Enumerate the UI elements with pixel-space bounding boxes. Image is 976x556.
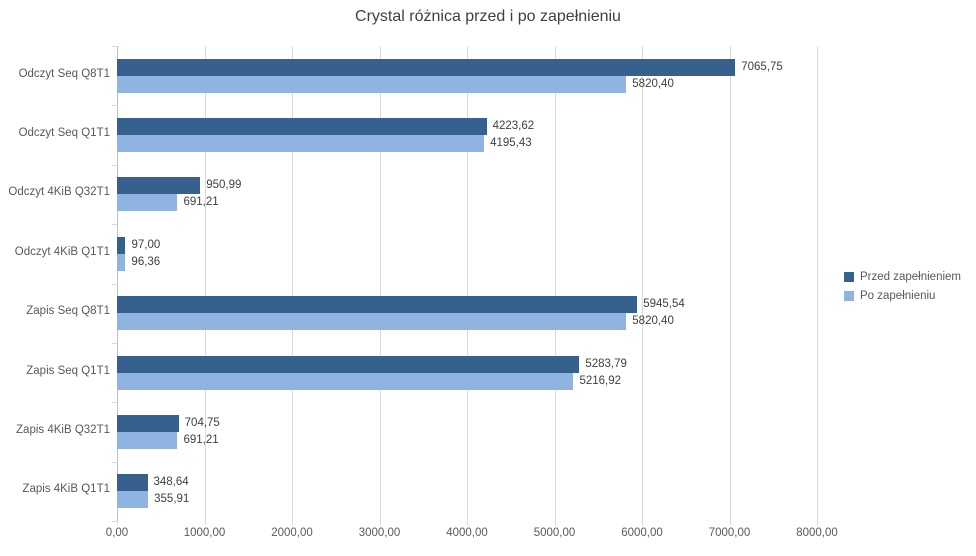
category-tick-mark <box>112 342 117 344</box>
category-label: Zapis 4KiB Q32T1 <box>16 423 110 436</box>
bar-value-label: 5820,40 <box>632 315 674 328</box>
bar-value-label: 5945,54 <box>643 298 685 311</box>
category-label: Odczyt 4KiB Q32T1 <box>8 186 110 199</box>
bar-value-label: 96,36 <box>131 255 161 268</box>
bar-value-label: 691,21 <box>183 196 219 209</box>
bar-value-label: 950,99 <box>206 179 242 192</box>
legend-item: Przed zapełnieniem <box>844 271 961 283</box>
gridline <box>729 46 731 521</box>
bar-po-zapełnieniu <box>117 194 178 212</box>
category-tick-mark <box>112 461 117 463</box>
category-tick-mark <box>112 224 117 226</box>
x-tick-label: 6000,00 <box>621 527 663 539</box>
gridline <box>292 46 293 521</box>
category-label: Odczyt Seq Q8T1 <box>18 67 110 80</box>
category-tick-mark <box>112 402 117 404</box>
bar-przed-zapełnieniem <box>117 414 179 432</box>
gridline <box>204 46 206 521</box>
gridline <box>817 46 818 521</box>
bar-po-zapełnieniu <box>117 491 149 509</box>
bar-przed-zapełnieniem <box>117 474 148 492</box>
bar-value-label: 691,21 <box>183 433 219 446</box>
x-tick-mark <box>817 521 818 525</box>
gridline <box>642 46 643 521</box>
bar-po-zapełnieniu <box>117 372 574 390</box>
legend-label: Przed zapełnieniem <box>860 271 962 283</box>
gridline <box>554 46 556 521</box>
x-tick-label: 4000,00 <box>446 527 488 539</box>
x-tick-label: 2000,00 <box>271 527 313 539</box>
bar-przed-zapełnieniem <box>117 118 487 136</box>
legend-item: Po zapełnieniu <box>844 290 961 302</box>
bar-przed-zapełnieniem <box>117 236 126 254</box>
x-tick-mark <box>204 521 206 525</box>
category-axis-line <box>117 46 118 521</box>
bar-value-label: 355,91 <box>154 493 190 506</box>
bar-value-label: 4195,43 <box>490 137 532 150</box>
x-tick-label: 1000,00 <box>183 527 226 539</box>
bar-value-label: 97,00 <box>131 238 161 251</box>
legend-swatch <box>844 291 854 301</box>
legend-label: Po zapełnieniu <box>860 290 936 302</box>
category-tick-mark <box>112 105 117 107</box>
x-tick-label: 3000,00 <box>358 527 401 539</box>
category-label: Zapis Seq Q1T1 <box>26 364 110 377</box>
category-label: Zapis Seq Q8T1 <box>26 305 110 318</box>
x-tick-mark <box>117 521 118 525</box>
x-tick-mark <box>467 521 468 525</box>
x-tick-label: 7000,00 <box>708 527 751 539</box>
gridline <box>379 46 381 521</box>
bar-value-label: 5216,92 <box>579 374 622 387</box>
bar-po-zapełnieniu <box>117 313 627 331</box>
legend: Przed zapełnieniem Po zapełnieniu <box>844 271 961 309</box>
x-tick-mark <box>292 521 293 525</box>
x-tick-mark <box>554 521 556 525</box>
bar-value-label: 4223,62 <box>492 120 535 133</box>
category-tick-mark <box>112 521 117 522</box>
bar-przed-zapełnieniem <box>117 177 201 195</box>
x-tick-label: 5000,00 <box>533 527 576 539</box>
bar-po-zapełnieniu <box>117 75 627 93</box>
chart-title: Crystal różnica przed i po zapełnieniu <box>355 8 621 25</box>
category-label: Zapis 4KiB Q1T1 <box>22 483 110 496</box>
x-tick-mark <box>729 521 731 525</box>
x-tick-mark <box>642 521 643 525</box>
x-tick-label: 0,00 <box>105 527 129 539</box>
bar-po-zapełnieniu <box>117 135 485 153</box>
x-tick-label: 8000,00 <box>796 527 838 539</box>
bar-value-label: 7065,75 <box>741 60 783 73</box>
bar-przed-zapełnieniem <box>117 58 736 76</box>
gridline <box>467 46 468 521</box>
bar-value-label: 704,75 <box>184 416 220 429</box>
legend-swatch <box>844 272 854 282</box>
x-tick-mark <box>379 521 381 525</box>
category-label: Odczyt Seq Q1T1 <box>18 127 110 140</box>
bar-value-label: 5283,79 <box>585 357 627 370</box>
category-label: Odczyt 4KiB Q1T1 <box>14 245 110 258</box>
category-tick-mark <box>112 283 117 285</box>
bar-przed-zapełnieniem <box>117 355 580 373</box>
category-tick-mark <box>112 164 117 166</box>
bar-po-zapełnieniu <box>117 253 126 271</box>
bar-po-zapełnieniu <box>117 431 178 449</box>
category-tick-mark <box>112 46 117 47</box>
bar-value-label: 5820,40 <box>632 77 674 90</box>
bar-przed-zapełnieniem <box>117 296 638 314</box>
plot-area: 7065,75 5820,40 4223,62 4195,43 950,99 691,21… <box>117 46 818 521</box>
bar-value-label: 348,64 <box>153 476 189 489</box>
